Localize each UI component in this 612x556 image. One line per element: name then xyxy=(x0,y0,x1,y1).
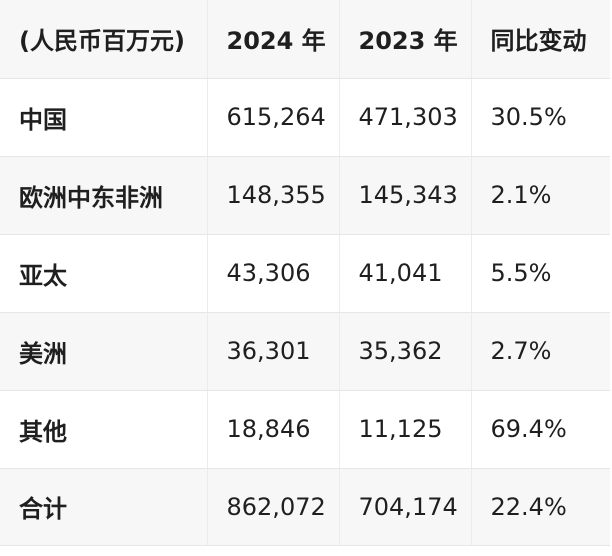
value-2024-cell: 148,355 xyxy=(207,156,340,235)
table-header: (人民币百万元) 2024 年 2023 年 同比变动 xyxy=(0,0,610,79)
table-row-emea: 欧洲中东非洲 148,355 145,343 2.1% xyxy=(0,156,610,235)
change-cell: 22.4% xyxy=(471,468,610,546)
table-row-other: 其他 18,846 11,125 69.4% xyxy=(0,390,610,469)
revenue-by-region-table-container: (人民币百万元) 2024 年 2023 年 同比变动 中国 615,264 4… xyxy=(0,0,610,546)
table-body: 中国 615,264 471,303 30.5% 欧洲中东非洲 148,355 … xyxy=(0,78,610,546)
table-row-americas: 美洲 36,301 35,362 2.7% xyxy=(0,312,610,391)
value-2024-cell: 18,846 xyxy=(207,390,340,469)
table-row-china: 中国 615,264 471,303 30.5% xyxy=(0,78,610,157)
region-cell: 合计 xyxy=(0,468,208,546)
value-2023-cell: 35,362 xyxy=(339,312,472,391)
value-2023-cell: 471,303 xyxy=(339,78,472,157)
change-cell: 30.5% xyxy=(471,78,610,157)
region-cell: 欧洲中东非洲 xyxy=(0,156,208,235)
header-2023: 2023 年 xyxy=(339,0,472,79)
value-2023-cell: 704,174 xyxy=(339,468,472,546)
value-2023-cell: 11,125 xyxy=(339,390,472,469)
change-cell: 2.1% xyxy=(471,156,610,235)
region-cell: 其他 xyxy=(0,390,208,469)
change-cell: 5.5% xyxy=(471,234,610,313)
change-cell: 69.4% xyxy=(471,390,610,469)
header-yoy-change: 同比变动 xyxy=(471,0,610,79)
value-2024-cell: 862,072 xyxy=(207,468,340,546)
value-2024-cell: 615,264 xyxy=(207,78,340,157)
region-cell: 亚太 xyxy=(0,234,208,313)
value-2024-cell: 43,306 xyxy=(207,234,340,313)
table-row-apac: 亚太 43,306 41,041 5.5% xyxy=(0,234,610,313)
value-2023-cell: 145,343 xyxy=(339,156,472,235)
header-2024: 2024 年 xyxy=(207,0,340,79)
value-2024-cell: 36,301 xyxy=(207,312,340,391)
region-cell: 中国 xyxy=(0,78,208,157)
change-cell: 2.7% xyxy=(471,312,610,391)
table-row-total: 合计 862,072 704,174 22.4% xyxy=(0,468,610,546)
header-row: (人民币百万元) 2024 年 2023 年 同比变动 xyxy=(0,0,610,79)
revenue-by-region-table: (人民币百万元) 2024 年 2023 年 同比变动 中国 615,264 4… xyxy=(0,0,610,546)
header-unit: (人民币百万元) xyxy=(0,0,208,79)
value-2023-cell: 41,041 xyxy=(339,234,472,313)
region-cell: 美洲 xyxy=(0,312,208,391)
